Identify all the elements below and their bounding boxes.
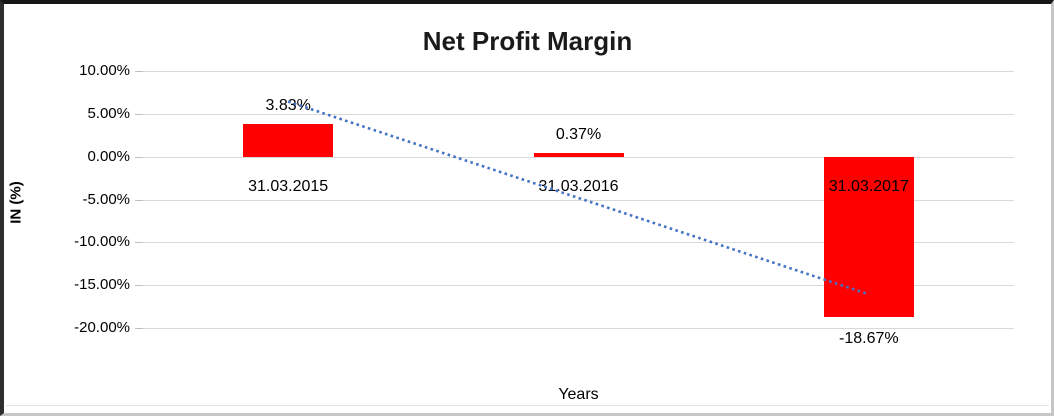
y-tick-mark: [135, 328, 143, 329]
y-tick-mark: [135, 156, 143, 158]
y-tick-label: -5.00%: [82, 190, 130, 208]
chart-frame-line: [6, 405, 1049, 406]
y-tick-mark: [135, 199, 143, 201]
y-tick-label: -15.00%: [74, 276, 130, 294]
chart-title: Net Profit Margin: [422, 26, 633, 56]
y-tick-mark: [135, 285, 143, 287]
y-tick-mark: [135, 242, 143, 244]
gridline: [143, 328, 1014, 329]
y-tick-label: -10.00%: [74, 233, 130, 251]
category-label: 31.03.2015: [248, 177, 329, 195]
category-label: 31.03.2016: [538, 177, 619, 195]
y-tick-mark: [135, 113, 143, 115]
y-tick-label: -20.00%: [74, 319, 130, 336]
category-label: 31.03.2017: [828, 177, 909, 195]
x-axis-title: Years: [558, 386, 599, 403]
data-label: -18.67%: [839, 329, 899, 347]
gridline: [143, 71, 1014, 72]
data-label: 3.83%: [265, 96, 311, 114]
y-tick-label: 0.00%: [87, 147, 130, 165]
bar: [243, 123, 334, 157]
data-label: 0.37%: [555, 126, 602, 144]
y-tick-mark: [135, 71, 143, 72]
y-axis-title: IN (%): [7, 181, 25, 224]
y-tick-label: 10.00%: [79, 62, 130, 79]
y-tick-label: 5.00%: [87, 104, 130, 122]
bar: [533, 153, 624, 157]
